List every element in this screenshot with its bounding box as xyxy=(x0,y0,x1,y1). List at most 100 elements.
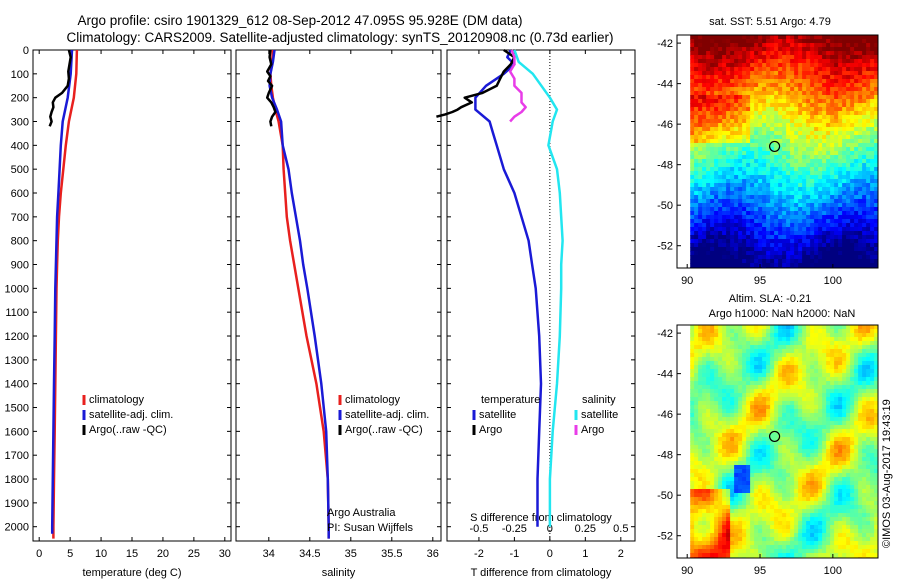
map-cell xyxy=(810,255,815,260)
map-cell xyxy=(846,255,851,260)
map-cell xyxy=(830,413,835,418)
map-cell xyxy=(862,167,867,172)
map-cell xyxy=(698,325,703,330)
map-cell xyxy=(834,353,839,358)
map-cell xyxy=(778,99,783,104)
map-cell xyxy=(770,127,775,132)
map-cell xyxy=(862,353,867,358)
map-cell xyxy=(698,477,703,482)
legend-label: Argo(..raw -QC) xyxy=(345,424,423,436)
map-cell xyxy=(706,187,711,192)
map-cell xyxy=(714,171,719,176)
map-cell xyxy=(766,397,771,402)
map-cell xyxy=(810,179,815,184)
map-cell xyxy=(778,63,783,68)
map-cell xyxy=(850,421,855,426)
map-cell xyxy=(718,361,723,366)
map-cell xyxy=(738,43,743,48)
map-cell xyxy=(706,235,711,240)
map-cell xyxy=(854,207,859,212)
map-cell xyxy=(770,417,775,422)
map-cell xyxy=(770,59,775,64)
map-cell xyxy=(794,71,799,76)
map-cell xyxy=(770,47,775,52)
map-cell xyxy=(778,349,783,354)
map-cell xyxy=(838,417,843,422)
map-cell xyxy=(858,349,863,354)
map-cell xyxy=(762,219,767,224)
map-cell xyxy=(746,251,751,256)
map-cell xyxy=(710,87,715,92)
map-cell xyxy=(842,139,847,144)
map-cell xyxy=(790,421,795,426)
map-cell xyxy=(826,433,831,438)
map-cell xyxy=(822,35,827,40)
map-cell xyxy=(838,477,843,482)
map-cell xyxy=(802,203,807,208)
y-tick-label: 1300 xyxy=(5,355,29,367)
map-cell xyxy=(734,135,739,140)
map-cell xyxy=(870,83,875,88)
map-cell xyxy=(766,183,771,188)
map-cell xyxy=(726,369,731,374)
map-cell xyxy=(738,163,743,168)
map-cell xyxy=(738,453,743,458)
map-cell xyxy=(870,55,875,60)
map-cell xyxy=(790,103,795,108)
map-cell xyxy=(790,127,795,132)
map-cell xyxy=(698,203,703,208)
map-cell xyxy=(834,119,839,124)
map-cell xyxy=(770,63,775,68)
map-cell xyxy=(786,219,791,224)
map-cell xyxy=(690,171,695,176)
map-cell xyxy=(814,369,819,374)
map-cell xyxy=(702,51,707,56)
map-cell xyxy=(826,119,831,124)
map-cell xyxy=(710,365,715,370)
map-cell xyxy=(722,183,727,188)
map-cell xyxy=(762,179,767,184)
map-cell xyxy=(866,135,871,140)
map-cell xyxy=(694,35,699,40)
map-cell xyxy=(766,59,771,64)
map-cell xyxy=(778,345,783,350)
map-cell xyxy=(730,119,735,124)
map-cell xyxy=(830,99,835,104)
map-cell xyxy=(838,55,843,60)
map-cell xyxy=(794,389,799,394)
map-cell xyxy=(694,91,699,96)
map-cell xyxy=(770,365,775,370)
y-tick-label: 800 xyxy=(11,236,29,248)
map-cell xyxy=(698,147,703,152)
map-cell xyxy=(774,333,779,338)
map-cell xyxy=(794,263,799,268)
map-cell xyxy=(766,203,771,208)
map-cell xyxy=(694,171,699,176)
map-cell xyxy=(798,329,803,334)
map-cell xyxy=(838,123,843,128)
map-cell xyxy=(814,373,819,378)
map-cell xyxy=(718,179,723,184)
map-cell xyxy=(818,449,823,454)
map-cell xyxy=(850,353,855,358)
map-cell xyxy=(814,75,819,80)
map-cell xyxy=(786,325,791,330)
map-cell xyxy=(750,433,755,438)
map-cell xyxy=(786,333,791,338)
map-cell xyxy=(838,453,843,458)
legend-title-salinity: salinity xyxy=(582,394,616,406)
map-cell xyxy=(762,461,767,466)
map-cell xyxy=(810,389,815,394)
map-cell xyxy=(734,175,739,180)
map-cell xyxy=(746,159,751,164)
map-cell xyxy=(690,401,695,406)
map-cell xyxy=(762,195,767,200)
map-cell xyxy=(786,215,791,220)
map-cell xyxy=(822,119,827,124)
map-cell xyxy=(742,75,747,80)
map-cell xyxy=(730,63,735,68)
map-cell xyxy=(718,211,723,216)
map-cell xyxy=(794,179,799,184)
map-cell xyxy=(718,175,723,180)
map-cell xyxy=(834,231,839,236)
